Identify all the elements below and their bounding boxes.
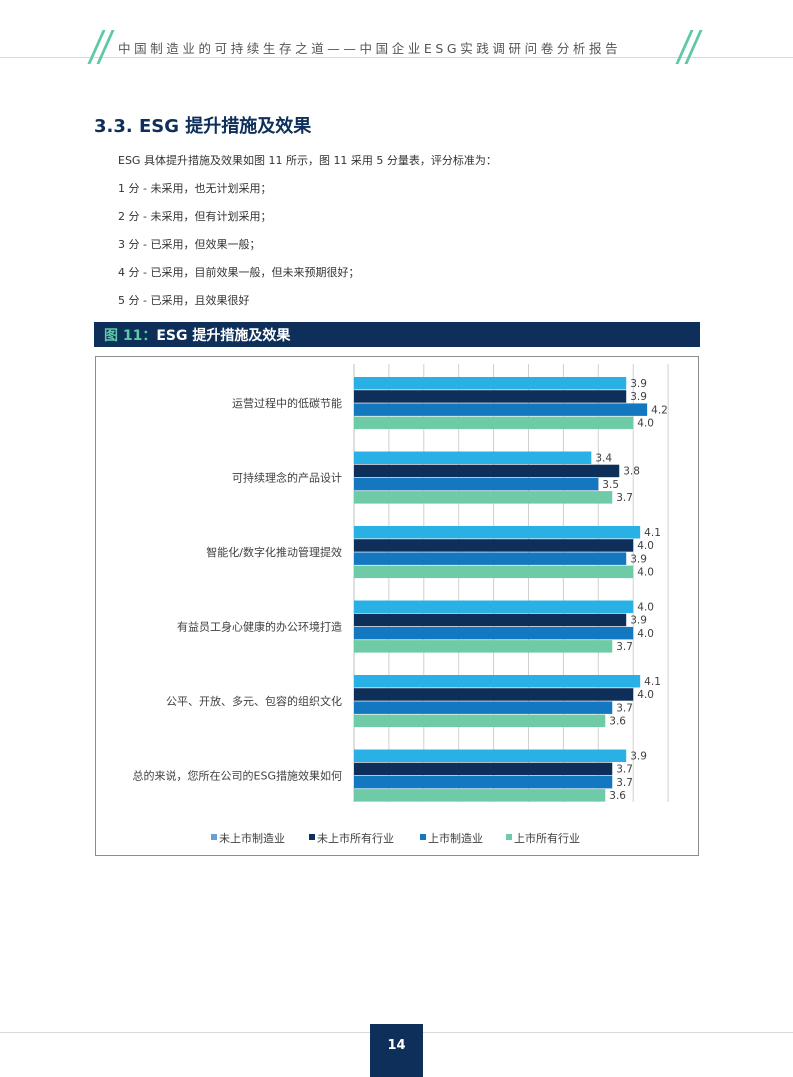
data-label: 4.1: [644, 676, 661, 688]
bar-chart: 运营过程中的低碳节能3.93.94.24.0可持续理念的产品设计3.43.83.…: [133, 364, 669, 845]
legend-label: 上市制造业: [428, 831, 483, 845]
data-label: 4.0: [637, 418, 654, 430]
legend-swatch: [506, 834, 512, 840]
data-label: 4.1: [644, 527, 661, 539]
data-label: 3.8: [623, 466, 640, 478]
data-label: 3.7: [616, 492, 633, 504]
data-label: 3.7: [616, 777, 633, 789]
legend-swatch: [211, 834, 217, 840]
figure-caption-bar: [94, 322, 700, 347]
data-label: 3.4: [595, 453, 612, 465]
bar: [354, 675, 641, 688]
legend-label: 未上市制造业: [219, 831, 285, 845]
page-number: 14: [387, 1038, 406, 1053]
data-label: 3.9: [630, 553, 647, 565]
legend-swatch: [420, 834, 426, 840]
bar: [354, 626, 634, 640]
figure-number: 图 11：: [104, 328, 157, 344]
bar: [354, 701, 613, 714]
legend-label: 未上市所有行业: [317, 831, 394, 845]
chart-frame: [95, 356, 699, 856]
data-label: 3.7: [616, 702, 633, 714]
bar: [354, 565, 634, 579]
data-label: 4.0: [637, 602, 654, 614]
bar: [354, 451, 592, 464]
bar: [354, 491, 613, 504]
bar: [354, 552, 627, 565]
data-label: 3.6: [609, 790, 626, 802]
bar: [354, 714, 606, 728]
bar: [354, 613, 627, 627]
legend-swatch: [309, 834, 315, 840]
intro-paragraph: ESG 具体提升措施及效果如图 11 所示，图 11 采用 5 分量表，评分标准…: [118, 154, 497, 167]
bar: [354, 688, 634, 701]
scale-item: 3 分 - 已采用，但效果一般；: [118, 238, 261, 251]
scale-item: 1 分 - 未采用，也无计划采用；: [118, 182, 272, 195]
scale-item: 4 分 - 已采用，目前效果一般，但未来预期很好；: [118, 266, 360, 279]
data-label: 4.2: [651, 404, 668, 416]
bar: [354, 600, 634, 613]
data-label: 3.9: [630, 615, 647, 627]
category-label: 运营过程中的低碳节能: [232, 396, 342, 410]
legend-label: 上市所有行业: [514, 831, 580, 845]
bar: [354, 526, 641, 539]
data-label: 4.0: [637, 567, 654, 579]
figure-title: ESG 提升措施及效果: [156, 328, 291, 344]
bar: [354, 775, 613, 789]
report-header-title: 中国制造业的可持续生存之道——中国企业ESG实践调研问卷分析报告: [118, 41, 622, 56]
header-divider: [0, 57, 793, 58]
bar: [354, 640, 613, 653]
data-label: 3.9: [630, 391, 647, 403]
scale-item: 2 分 - 未采用，但有计划采用；: [118, 210, 272, 223]
category-label: 总的来说，您所在公司的ESG措施效果如何: [133, 769, 342, 783]
data-label: 3.9: [630, 378, 647, 390]
bar: [354, 762, 613, 776]
category-label: 有益员工身心健康的办公环境打造: [177, 620, 342, 634]
category-label: 智能化/数字化推动管理提效: [206, 545, 342, 559]
bar: [354, 477, 599, 491]
bar: [354, 789, 606, 802]
data-label: 3.7: [616, 764, 633, 776]
scale-item: 5 分 - 已采用，且效果很好: [118, 294, 250, 307]
data-label: 4.0: [637, 689, 654, 701]
bar: [354, 464, 620, 478]
bar: [354, 377, 627, 390]
data-label: 3.9: [630, 751, 647, 763]
data-label: 3.5: [602, 479, 619, 491]
bar: [354, 403, 648, 416]
data-label: 4.0: [637, 540, 654, 552]
category-label: 可持续理念的产品设计: [232, 471, 342, 485]
category-label: 公平、开放、多元、包容的组织文化: [166, 694, 342, 708]
bar: [354, 539, 634, 552]
data-label: 3.6: [609, 716, 626, 728]
figure-caption: 图 11：ESG 提升措施及效果: [104, 325, 290, 345]
bar: [354, 390, 627, 403]
bar: [354, 749, 627, 762]
section-title: 3.3. ESG 提升措施及效果: [94, 116, 312, 137]
bar: [354, 416, 634, 430]
page-number-box: [370, 1024, 423, 1077]
data-label: 3.7: [616, 641, 633, 653]
data-label: 4.0: [637, 628, 654, 640]
